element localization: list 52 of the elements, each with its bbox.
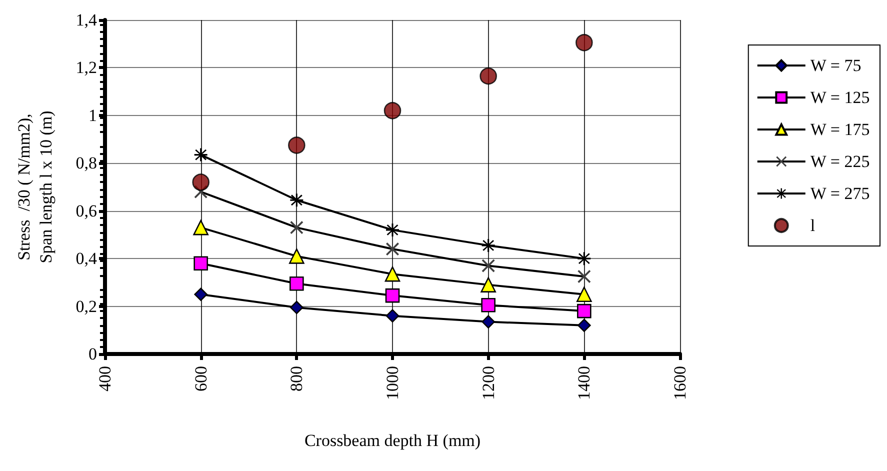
legend-label: W = 75: [810, 56, 862, 75]
point: [194, 148, 208, 162]
point: [480, 277, 496, 292]
y-tick-label: 1,4: [76, 10, 98, 30]
point: [576, 286, 592, 302]
x-tick-label: 400: [96, 366, 114, 392]
point: [192, 174, 210, 191]
point: [290, 221, 304, 234]
point: [194, 288, 208, 302]
point: [482, 259, 495, 272]
point: [386, 309, 400, 322]
legend-label: W = 225: [810, 152, 870, 171]
point: [482, 315, 495, 328]
point: [194, 256, 208, 270]
point: [386, 242, 399, 256]
point: [578, 270, 591, 283]
y-tick-label: 0,4: [76, 249, 98, 268]
point: [482, 238, 495, 252]
y-tick-label: 1: [88, 106, 97, 125]
x-axis-title: Crossbeam depth H (mm): [304, 431, 481, 450]
point: [384, 102, 402, 120]
point: [576, 34, 593, 52]
point: [386, 223, 399, 236]
x-tick-label: 1000: [383, 366, 402, 400]
y-tick-label: 0: [88, 344, 97, 364]
x-tick-label: 1200: [478, 366, 498, 400]
point: [577, 304, 592, 318]
point: [578, 318, 591, 332]
x-tick-label: 1600: [670, 366, 690, 400]
x-tick-label: 1400: [574, 366, 594, 400]
point: [481, 298, 496, 312]
point: [384, 266, 400, 282]
y-tick-label: 0,8: [76, 154, 97, 173]
x-tick-label: 800: [287, 366, 306, 392]
legend-label: W = 175: [810, 120, 870, 139]
y-tick-label: 0,6: [76, 201, 97, 220]
point: [480, 67, 497, 85]
point: [290, 300, 304, 314]
point: [289, 248, 304, 264]
point: [578, 252, 591, 266]
y-tick-label: 1,2: [76, 58, 97, 78]
legend-label: W = 275: [810, 184, 870, 203]
point: [385, 288, 400, 303]
point: [290, 276, 304, 291]
legend-label: W = 125: [810, 88, 870, 107]
x-tick-label: 600: [191, 366, 210, 392]
y-axis-title: Stress /30 ( N/mm2), Span length l x 10 (m): [14, 110, 56, 264]
point: [193, 220, 208, 236]
y-tick-label: 0,2: [76, 296, 97, 316]
point: [288, 136, 306, 154]
point: [290, 194, 304, 207]
legend-label: l: [810, 216, 816, 235]
